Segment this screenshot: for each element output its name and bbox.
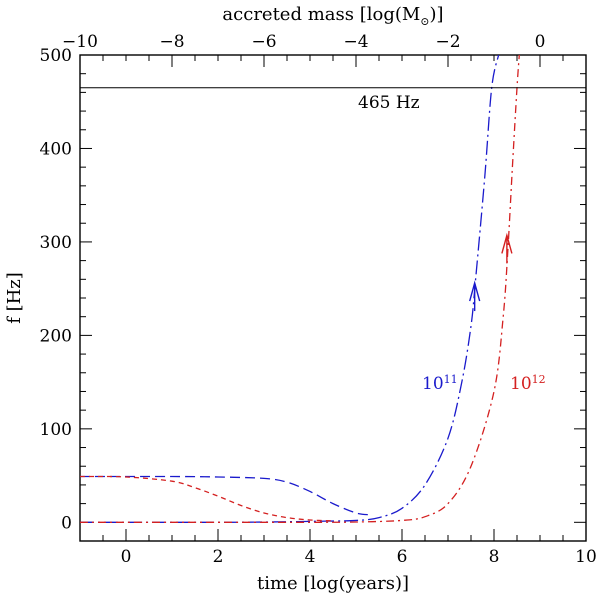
arrow-10-11 [469, 280, 481, 302]
top-tick-label: −4 [343, 32, 368, 52]
x-tick-label: 8 [489, 547, 500, 567]
top-tick-label: 0 [535, 32, 546, 52]
x-tick-label: 4 [305, 547, 316, 567]
x-tick-label: 6 [397, 547, 408, 567]
top-tick-label: −8 [159, 32, 184, 52]
axis-ticks [79, 54, 587, 542]
series-line-10-12 [80, 55, 520, 523]
y-tick-label: 300 [40, 233, 72, 253]
series-line-10-11 [80, 55, 500, 523]
series-line-10-11-early [80, 475, 370, 516]
x-axis-title: time [log(years)] [257, 573, 409, 594]
top-tick-label: −6 [251, 32, 276, 52]
plot-frame [79, 54, 587, 542]
series-label-10-12: 1012 [510, 373, 546, 394]
series-line-10-12-early [80, 475, 334, 522]
top-tick-label: −10 [62, 32, 98, 52]
x-tick-label: 0 [121, 547, 132, 567]
top-tick-label: −2 [435, 32, 460, 52]
x-tick-label: 10 [575, 547, 597, 567]
top-axis-title: accreted mass [log(M⊙)] [222, 4, 443, 28]
y-tick-label: 200 [40, 326, 72, 346]
solar-mass-symbol: ⊙ [420, 15, 429, 28]
y-tick-label: 500 [40, 46, 72, 66]
tick-labels: 0 2 4 6 8 10 −10 −8 −6 −4 −2 0 0 100 200 300 400 500 [40, 32, 597, 567]
series-label-10-11: 1011 [422, 373, 458, 394]
reference-line-label: 465 Hz [358, 93, 420, 113]
y-tick-label: 400 [40, 139, 72, 159]
y-tick-label: 100 [40, 420, 72, 440]
y-axis-title: f [Hz] [4, 272, 25, 324]
y-tick-label: 0 [61, 513, 72, 533]
series-layer [80, 55, 520, 523]
x-tick-label: 2 [213, 547, 224, 567]
